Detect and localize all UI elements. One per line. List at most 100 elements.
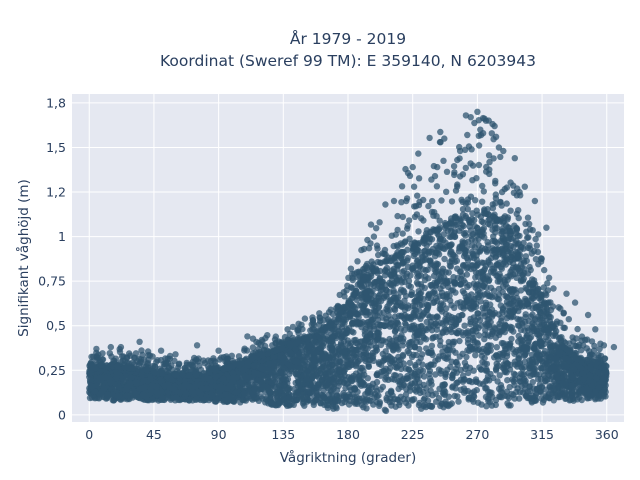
data-point [405,366,412,373]
data-point [394,262,402,269]
data-point [341,398,348,406]
data-point [272,390,279,397]
data-point [488,293,496,301]
data-point [473,386,480,394]
data-point [585,377,592,384]
data-point [547,339,554,347]
data-point [113,373,120,380]
data-point [446,292,453,299]
data-point [438,400,445,407]
data-point [386,297,393,305]
data-point [277,369,284,377]
data-point [563,363,570,370]
data-point [397,325,405,332]
data-point [487,333,494,340]
data-point [419,361,426,368]
data-point [294,373,301,380]
data-point [385,343,393,350]
data-point [275,397,282,404]
data-point [485,220,492,228]
data-point [446,401,454,408]
data-point [506,383,513,391]
data-point [465,369,472,377]
data-point [370,401,377,408]
data-point [502,322,509,329]
data-point [386,335,393,343]
data-point [413,262,421,269]
data-point [382,407,390,415]
data-point [376,283,383,290]
data-point [553,355,560,363]
data-point [469,231,477,238]
data-point [527,372,534,379]
data-point [335,397,342,405]
data-point [415,401,423,409]
data-point [476,248,483,255]
data-point [426,290,433,298]
data-point [544,326,551,333]
data-point [409,396,416,403]
data-point [497,264,505,271]
data-point [380,367,388,374]
data-point [495,385,503,392]
data-point [374,336,381,343]
data-point [516,267,524,274]
data-point [239,396,246,404]
data-point [507,340,514,347]
data-point [457,366,464,374]
data-point [462,279,469,286]
data-point [397,289,404,296]
data-point [474,281,481,288]
data-point [545,365,552,373]
data-point [420,402,427,410]
data-point [412,363,419,370]
data-point [405,277,413,285]
data-point [463,265,470,272]
data-point [266,360,273,368]
data-point [451,338,458,345]
data-point [420,295,427,303]
data-point [326,396,333,403]
data-point [426,257,433,264]
data-point [516,378,523,385]
data-point [393,302,400,310]
data-point [310,401,317,409]
data-point [484,273,492,280]
data-point [569,373,576,381]
data-point [510,370,518,377]
data-point [464,256,472,264]
data-point [417,281,425,288]
data-point [373,387,380,395]
data-point [493,344,500,351]
data-point [208,391,215,398]
data-point [482,299,490,306]
data-point [478,401,485,408]
data-point [285,386,292,393]
data-point [472,376,480,383]
data-point [496,320,503,327]
data-point [431,298,438,306]
data-point [391,328,399,335]
data-point [449,384,456,391]
data-point [446,262,454,269]
data-point [535,376,542,383]
data-point [513,274,520,281]
data-point [401,297,408,304]
data-point [528,397,535,405]
data-point [593,375,600,382]
data-point [281,365,288,372]
data-point [381,272,389,279]
data-points [86,108,618,415]
data-point [279,387,286,394]
data-point [407,383,414,391]
data-point [262,399,269,406]
data-point [336,368,343,375]
data-point [442,371,449,378]
data-point [500,228,507,235]
data-point [360,404,367,411]
data-point [500,351,507,359]
data-point [447,242,455,249]
data-point [461,239,468,246]
data-point [340,389,347,397]
data-point [422,336,430,343]
